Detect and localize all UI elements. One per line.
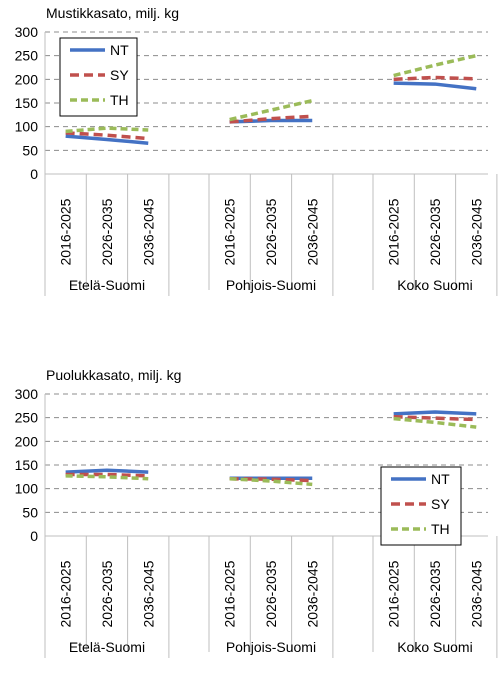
x-tick-label: 2026-2035 — [263, 198, 279, 265]
legend: NT SY TH — [59, 37, 138, 117]
group-label: Koko Suomi — [397, 277, 472, 293]
legend-label: NT — [431, 471, 450, 487]
chart-2: Puolukkasato, milj. kg 0 50 100 150 200 250 300… — [15, 367, 498, 658]
x-tick-label: 2036-2045 — [304, 560, 320, 627]
chart-title: Mustikkasato, milj. kg — [46, 5, 179, 21]
series-line-nt — [393, 81, 477, 91]
x-tick-label: 2036-2045 — [468, 560, 484, 627]
legend-label: TH — [431, 521, 450, 537]
y-tick-label: 0 — [30, 166, 38, 182]
legend: NT SY TH — [380, 466, 462, 546]
series-line-th — [393, 53, 477, 78]
series-line-nt — [65, 468, 149, 474]
group-label: Pohjois-Suomi — [226, 639, 316, 655]
y-tick-label: 300 — [15, 386, 39, 402]
series-line-th — [65, 474, 149, 481]
y-tick-label: 300 — [15, 24, 39, 40]
chart-title: Puolukkasato, milj. kg — [46, 367, 181, 383]
x-tick-label: 2016-2025 — [386, 560, 402, 627]
x-tick-label: 2016-2025 — [386, 198, 402, 265]
series-line-th — [393, 416, 477, 429]
legend-label: SY — [431, 496, 450, 512]
x-tick-label: 2026-2035 — [427, 560, 443, 627]
x-tick-label: 2036-2045 — [140, 560, 156, 627]
x-tick-label: 2036-2045 — [468, 198, 484, 265]
legend-label: TH — [110, 92, 129, 108]
x-tick-label: 2026-2035 — [99, 560, 115, 627]
chart-1: Mustikkasato, milj. kg 0 50 100 150 200 250 300… — [15, 5, 498, 296]
y-tick-label: 100 — [15, 119, 39, 135]
series-line-nt — [393, 410, 477, 416]
x-tick-label: 2016-2025 — [58, 198, 74, 265]
series-line-th — [229, 476, 313, 487]
y-tick-label: 50 — [22, 142, 38, 158]
x-tick-label: 2026-2035 — [99, 198, 115, 265]
group-label: Koko Suomi — [397, 639, 472, 655]
group-label: Etelä-Suomi — [69, 277, 145, 293]
x-tick-label: 2026-2035 — [427, 198, 443, 265]
y-tick-label: 100 — [15, 481, 39, 497]
y-tick-label: 200 — [15, 71, 39, 87]
y-tick-label: 50 — [22, 504, 38, 520]
x-tick-label: 2036-2045 — [140, 198, 156, 265]
x-tick-label: 2016-2025 — [222, 560, 238, 627]
y-tick-label: 200 — [15, 433, 39, 449]
series-line-nt — [229, 118, 313, 124]
y-tick-label: 0 — [30, 528, 38, 544]
series-line-th — [65, 126, 149, 134]
group-label: Pohjois-Suomi — [226, 277, 316, 293]
x-tick-label: 2016-2025 — [58, 560, 74, 627]
y-tick-label: 250 — [15, 410, 39, 426]
x-tick-label: 2026-2035 — [263, 560, 279, 627]
x-tick-label: 2036-2045 — [304, 198, 320, 265]
legend-label: NT — [110, 42, 129, 58]
group-label: Etelä-Suomi — [69, 639, 145, 655]
x-tick-label: 2016-2025 — [222, 198, 238, 265]
y-tick-label: 250 — [15, 48, 39, 64]
y-tick-label: 150 — [15, 95, 39, 111]
legend-label: SY — [110, 67, 129, 83]
series-line-th — [229, 98, 313, 122]
y-tick-label: 150 — [15, 457, 39, 473]
series-line-nt — [65, 134, 149, 145]
